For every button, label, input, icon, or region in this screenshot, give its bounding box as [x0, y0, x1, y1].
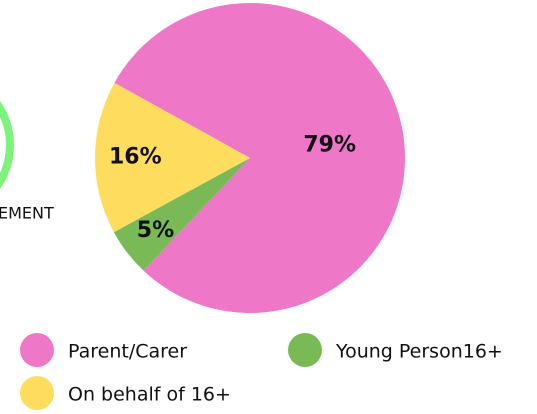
legend-swatch: [288, 333, 322, 367]
slice-value: 5: [137, 218, 152, 243]
cropped-label: EMENT: [0, 204, 54, 223]
partial-chart-ring: [0, 101, 14, 189]
slice-value: 16: [109, 145, 140, 170]
legend-label: Parent/Carer: [68, 341, 187, 363]
legend-label: On behalf of 16+: [68, 384, 231, 406]
legend-swatch: [20, 376, 54, 410]
legend-label: Young Person16+: [335, 341, 503, 363]
legend-swatch: [20, 333, 54, 367]
slice-label: 16%: [109, 145, 162, 170]
pie-slice: [113, 158, 251, 271]
slice-value: 79: [303, 133, 334, 158]
pie-slice: [94, 82, 250, 233]
slice-label: 79%: [303, 133, 356, 158]
pie-slice: [114, 2, 405, 313]
slice-label: 5%: [137, 218, 174, 243]
